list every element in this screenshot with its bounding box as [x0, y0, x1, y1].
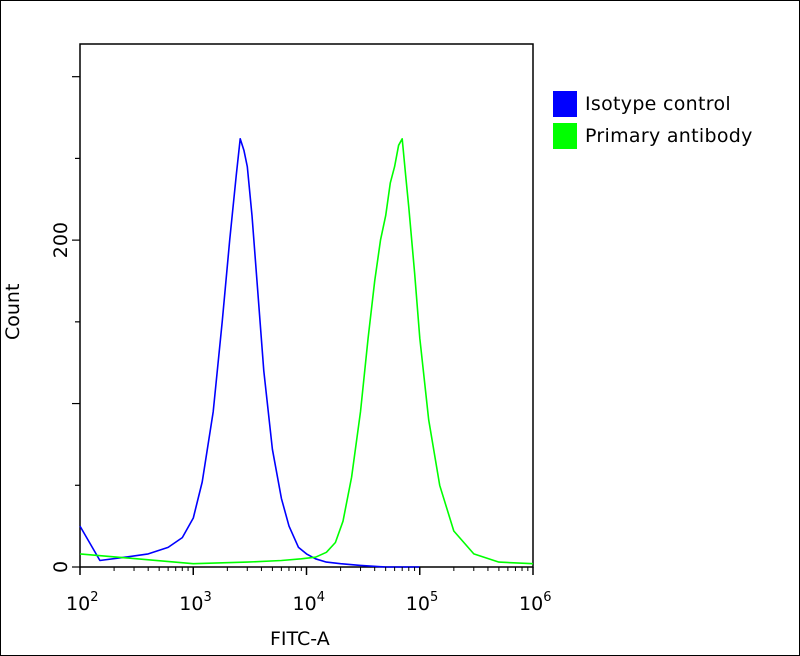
y-axis-title: Count — [2, 283, 24, 340]
series-line-0 — [79, 138, 420, 568]
legend-label: Primary antibody — [585, 125, 753, 147]
plot-area-border — [79, 43, 534, 568]
chart-legend: Isotype control Primary antibody — [553, 88, 753, 152]
x-tick-label: 102 — [66, 590, 98, 615]
x-tick-label: 104 — [293, 590, 325, 615]
y-tick-label: 0 — [50, 561, 72, 573]
y-tick-label: 200 — [50, 222, 72, 258]
x-tick-label: 103 — [179, 590, 211, 615]
legend-item-primary: Primary antibody — [553, 120, 753, 152]
legend-label: Isotype control — [585, 93, 731, 115]
x-tick-label: 105 — [406, 590, 438, 615]
series-line-1 — [79, 138, 534, 565]
tick-marks: 102 103 104 105 106 0 200 — [50, 76, 551, 615]
legend-swatch-isotype — [553, 91, 577, 117]
legend-item-isotype: Isotype control — [553, 88, 753, 120]
x-axis-title: FITC-A — [270, 628, 330, 650]
axes — [79, 43, 534, 568]
series-lines — [79, 138, 534, 568]
x-tick-label: 106 — [519, 590, 551, 615]
legend-swatch-primary — [553, 123, 577, 149]
